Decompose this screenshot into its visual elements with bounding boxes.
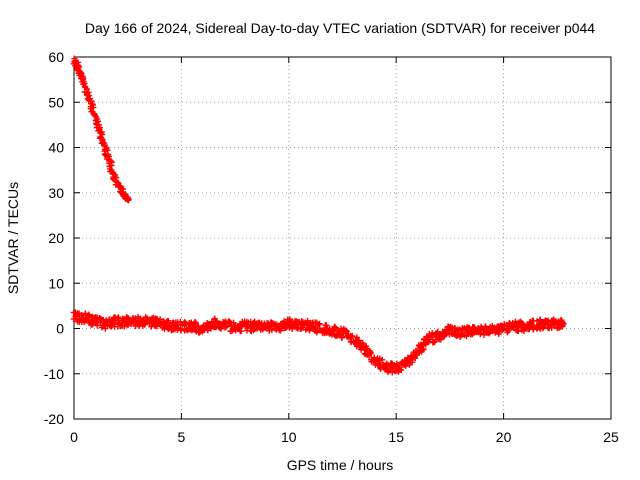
y-tick-label: -20 [44,411,64,427]
marker-daily-variation [463,333,470,340]
marker-daily-variation [323,322,330,329]
y-tick-label: -10 [44,366,64,382]
marker-daily-variation [367,350,374,357]
marker-daily-variation [355,337,362,344]
y-tick-label: 20 [48,230,64,246]
y-tick-label: 0 [56,321,64,337]
marker-daily-variation [121,323,128,330]
marker-daily-variation [402,362,409,369]
marker-daily-variation [353,334,360,341]
marker-daily-variation [315,321,322,328]
marker-daily-variation [359,341,366,348]
x-tick-label: 10 [281,429,297,445]
marker-daily-variation [86,312,93,319]
grid-lines [74,57,611,419]
marker-daily-variation [397,366,404,373]
y-tick-label: 30 [48,185,64,201]
axis-ticks: 0 5 10 15 20 25 -20 -10 0 10 20 30 40 50 60 [44,49,619,445]
marker-daily-variation [316,320,323,327]
marker-daily-variation [422,341,429,348]
marker-daily-variation [349,332,356,339]
marker-daily-variation [477,329,484,336]
y-tick-label: 10 [48,275,64,291]
marker-daily-variation [505,327,512,334]
marker-daily-variation [485,330,492,337]
data-points [70,55,567,376]
marker-daily-variation [547,323,554,330]
x-tick-label: 5 [178,429,186,445]
marker-daily-variation [338,334,345,341]
marker-daily-variation [331,325,338,332]
marker-daily-variation [379,356,386,363]
marker-daily-variation [140,321,147,328]
marker-daily-variation [537,316,544,323]
y-axis-label: SDTVAR / TECUs [5,182,21,294]
marker-daily-variation [157,316,164,323]
marker-daily-variation [454,326,461,333]
x-tick-label: 0 [70,429,78,445]
marker-daily-variation [277,327,284,334]
y-tick-label: 40 [48,140,64,156]
x-axis-label: GPS time / hours [287,457,394,473]
marker-daily-variation [343,327,350,334]
marker-daily-variation [238,328,245,335]
marker-daily-variation [82,310,89,317]
marker-daily-variation [419,346,426,353]
marker-steep-decline [124,196,131,203]
marker-daily-variation [313,329,320,336]
marker-steep-decline [117,189,124,196]
x-tick-label: 15 [388,429,404,445]
y-tick-label: 60 [48,49,64,65]
marker-daily-variation [515,328,522,335]
x-tick-label: 20 [496,429,512,445]
chart-title: Day 166 of 2024, Sidereal Day-to-day VTE… [85,20,595,36]
marker-daily-variation [102,319,109,326]
marker-steep-decline [74,65,81,72]
y-tick-label: 50 [48,94,64,110]
marker-daily-variation [560,320,567,327]
x-tick-label: 25 [603,429,619,445]
